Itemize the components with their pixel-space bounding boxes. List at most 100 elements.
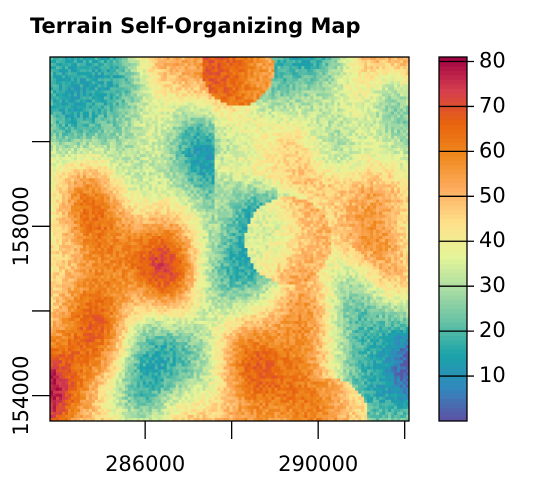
raster-cell	[160, 96, 165, 100]
raster-cell	[265, 175, 269, 179]
raster-cell	[94, 126, 99, 131]
raster-cell	[76, 181, 81, 185]
raster-cell	[382, 169, 386, 173]
raster-cell	[82, 96, 87, 100]
raster-cell	[301, 178, 305, 182]
raster-cell	[124, 84, 129, 88]
raster-cell	[232, 144, 236, 149]
raster-cell	[55, 144, 60, 149]
raster-cell	[280, 144, 284, 149]
raster-cell	[244, 111, 248, 115]
raster-cell	[400, 151, 404, 155]
raster-cell	[85, 78, 90, 82]
raster-cell	[106, 138, 111, 143]
raster-cell	[127, 181, 132, 185]
raster-cell	[379, 178, 383, 182]
raster-cell	[235, 169, 239, 173]
raster-cell	[85, 178, 90, 182]
raster-cell	[226, 132, 230, 137]
raster-cell	[166, 129, 171, 134]
raster-cell	[190, 108, 194, 112]
raster-cell	[79, 72, 84, 76]
raster-cell	[172, 69, 176, 73]
raster-cell	[112, 181, 117, 185]
raster-cell	[94, 141, 99, 146]
raster-cell	[79, 175, 84, 179]
raster-cell	[331, 90, 335, 94]
raster-cell	[178, 181, 182, 185]
raster-cell	[250, 105, 254, 109]
raster-cell	[250, 148, 254, 152]
raster-cell	[50, 169, 54, 173]
raster-cell	[52, 144, 57, 149]
raster-cell	[265, 166, 269, 170]
raster-cell	[283, 135, 287, 140]
raster-cell	[118, 96, 123, 100]
raster-cell	[337, 57, 341, 61]
raster-cell	[241, 181, 245, 185]
raster-cell	[286, 141, 290, 146]
raster-cell	[136, 126, 141, 131]
raster-cell	[223, 102, 227, 106]
raster-cell	[406, 163, 410, 167]
raster-cell	[211, 114, 215, 119]
raster-cell	[148, 57, 153, 61]
raster-cell	[316, 114, 320, 119]
raster-cell	[355, 175, 359, 179]
raster-cell	[118, 99, 123, 103]
raster-cell	[247, 151, 251, 155]
raster-cell	[346, 75, 350, 79]
raster-cell	[52, 160, 57, 164]
raster-cell	[325, 66, 329, 70]
raster-cell	[133, 132, 138, 137]
raster-cell	[103, 135, 108, 140]
raster-cell	[115, 66, 120, 70]
raster-cell	[406, 84, 410, 88]
raster-cell	[94, 90, 99, 94]
raster-cell	[217, 148, 221, 152]
raster-cell	[256, 75, 260, 79]
raster-cell	[376, 114, 380, 119]
raster-cell	[61, 78, 66, 82]
raster-cell	[325, 169, 329, 173]
raster-cell	[166, 90, 171, 94]
raster-cell	[109, 93, 114, 97]
raster-cell	[307, 114, 311, 119]
raster-cell	[82, 129, 87, 134]
raster-cell	[247, 87, 251, 91]
raster-cell	[220, 151, 224, 155]
raster-cell	[400, 163, 404, 167]
raster-cell	[403, 96, 407, 100]
raster-cell	[367, 172, 371, 176]
raster-cell	[361, 78, 365, 82]
raster-cell	[292, 157, 296, 161]
raster-cell	[385, 63, 389, 67]
raster-cell	[193, 175, 197, 179]
raster-cell	[118, 181, 123, 185]
raster-cell	[136, 84, 141, 88]
raster-cell	[115, 123, 120, 128]
raster-cell	[343, 111, 347, 115]
raster-cell	[193, 81, 197, 85]
raster-cell	[58, 75, 63, 79]
raster-cell	[91, 90, 96, 94]
raster-cell	[220, 154, 224, 158]
raster-cell	[331, 105, 335, 109]
raster-cell	[145, 63, 150, 67]
raster-cell	[94, 157, 99, 161]
raster-cell	[163, 75, 168, 79]
raster-cell	[187, 169, 191, 173]
raster-cell	[256, 63, 260, 67]
raster-cell	[406, 157, 410, 161]
raster-cell	[298, 87, 302, 91]
raster-cell	[118, 138, 123, 143]
raster-cell	[301, 132, 305, 137]
raster-cell	[208, 144, 212, 149]
raster-cell	[283, 57, 287, 61]
raster-cell	[322, 69, 326, 73]
raster-cell	[214, 123, 218, 128]
raster-cell	[67, 66, 72, 70]
raster-cell	[208, 63, 212, 67]
raster-cell	[58, 135, 63, 140]
raster-cell	[97, 126, 102, 131]
